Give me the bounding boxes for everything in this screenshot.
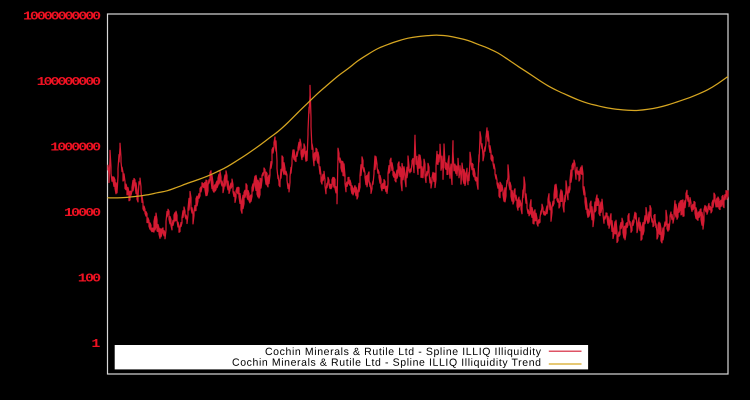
svg-text:10000000000: 10000000000	[23, 10, 101, 23]
svg-text:10000: 10000	[64, 207, 101, 220]
svg-text:Cochin Minerals & Rutile Ltd -: Cochin Minerals & Rutile Ltd - Spline IL…	[265, 346, 542, 358]
svg-text:100: 100	[78, 273, 101, 286]
svg-text:Cochin Minerals & Rutile Ltd -: Cochin Minerals & Rutile Ltd - Spline IL…	[232, 357, 541, 369]
svg-text:1: 1	[91, 338, 100, 351]
svg-text:100000000: 100000000	[37, 76, 102, 89]
svg-text:1000000: 1000000	[50, 142, 101, 155]
